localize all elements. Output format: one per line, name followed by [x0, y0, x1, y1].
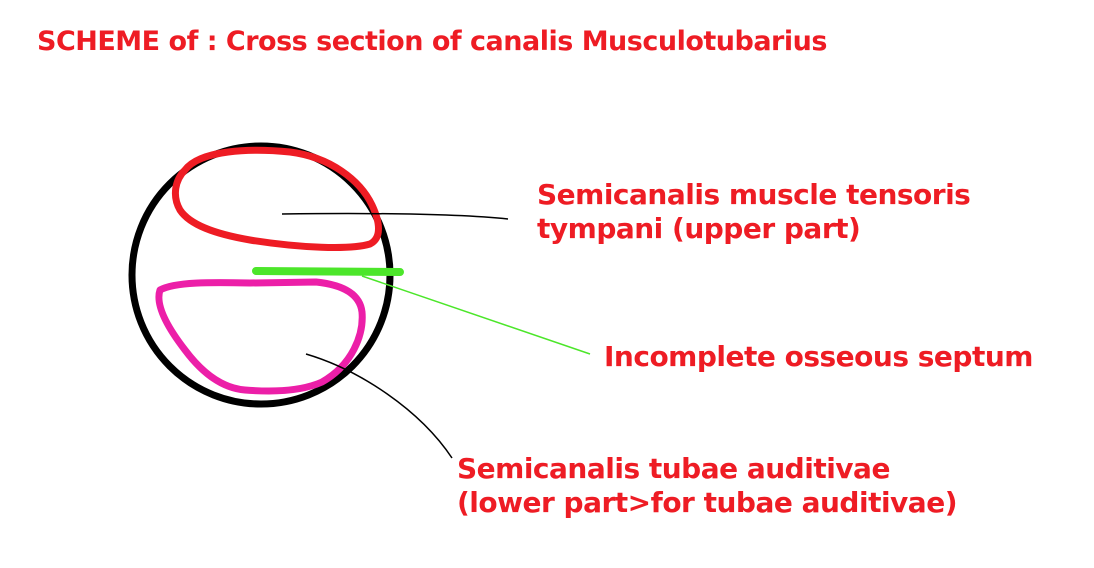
leader-line-lower — [305, 353, 453, 459]
label-upper-line2: tympani (upper part) — [537, 211, 861, 245]
label-lower-line1: Semicanalis tubae auditivae — [457, 452, 890, 485]
label-upper-semicanal: Semicanalis muscle tensoris tympani (upp… — [537, 178, 971, 245]
label-septum-text: Incomplete osseous septum — [604, 340, 1033, 373]
diagram-title: SCHEME of : Cross section of canalis Mus… — [37, 26, 827, 57]
label-lower-line2: (lower part>for tubae auditivae) — [457, 485, 958, 519]
osseous-septum — [252, 267, 404, 276]
upper-semicanal-outline — [171, 146, 382, 251]
label-upper-line1: Semicanalis muscle tensoris — [537, 178, 971, 211]
label-lower-semicanal: Semicanalis tubae auditivae (lower part>… — [457, 452, 958, 519]
label-septum: Incomplete osseous septum — [604, 340, 1033, 374]
lower-semicanal-outline — [155, 278, 366, 395]
leader-line-septum — [361, 275, 591, 355]
leader-line-upper — [281, 212, 509, 220]
